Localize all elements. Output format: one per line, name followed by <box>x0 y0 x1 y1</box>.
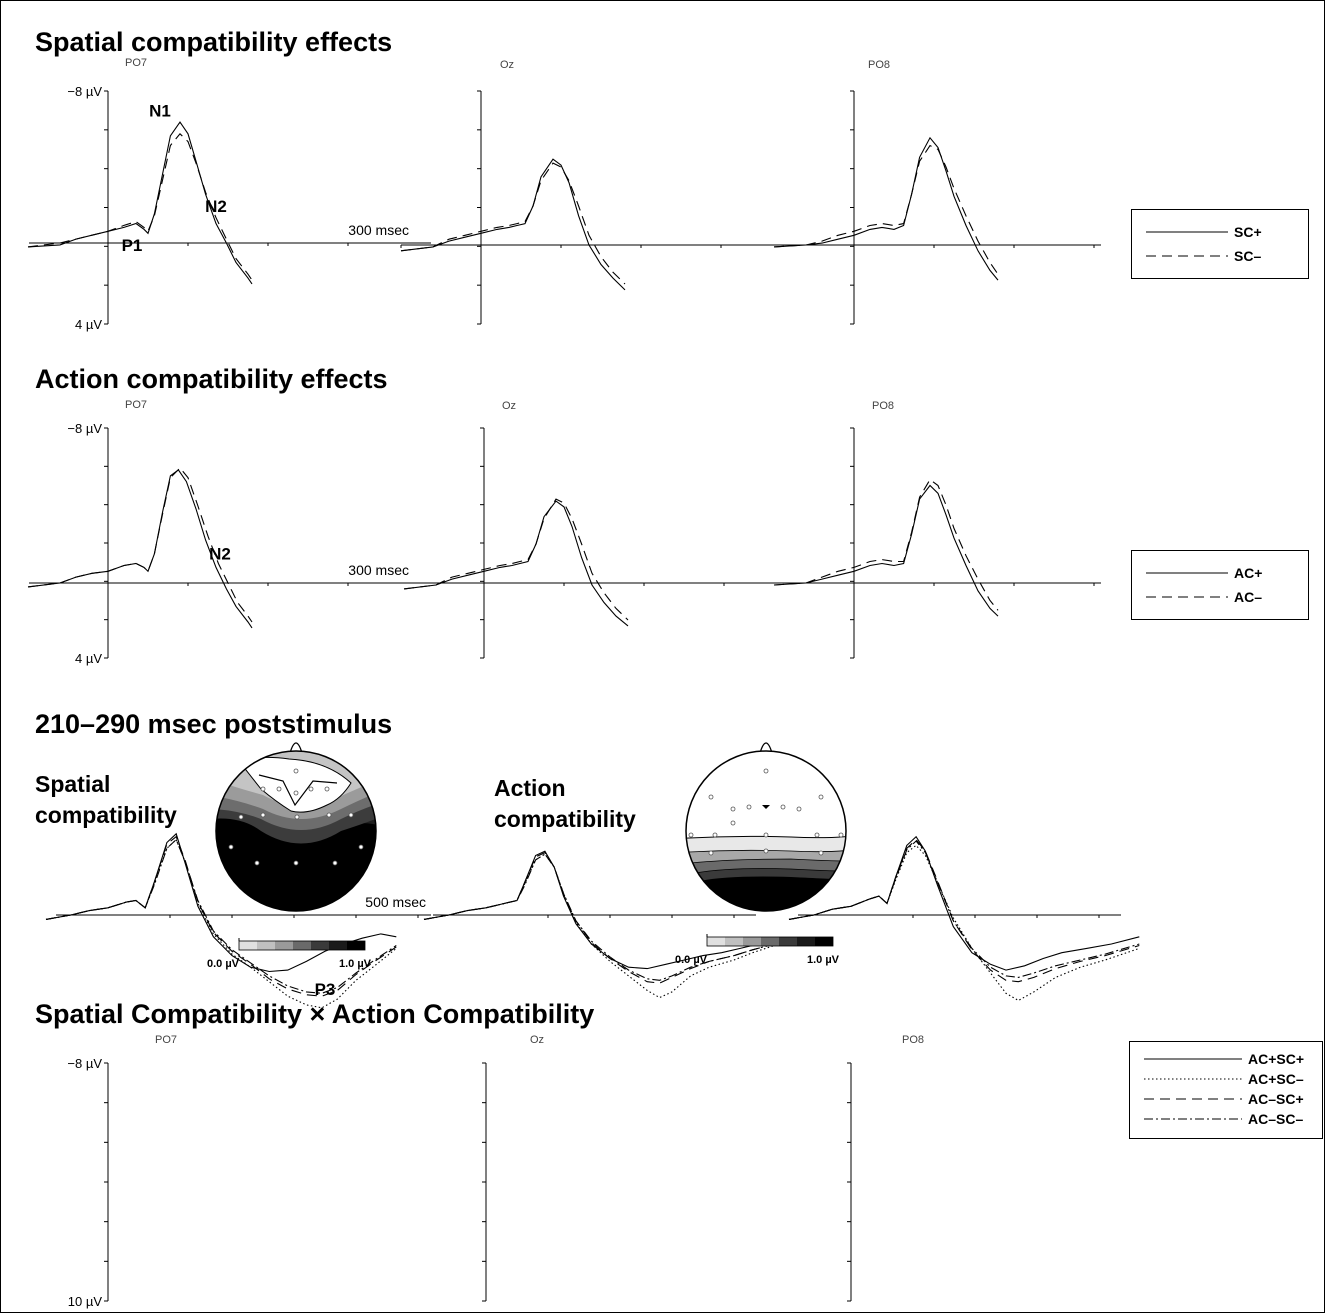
legend-action-entries: AC+ AC– <box>1146 565 1262 605</box>
component-label: P1 <box>122 236 143 255</box>
section-title-action: Action compatibility effects <box>35 364 388 394</box>
legend-spatial-entries: SC+ SC– <box>1146 224 1262 264</box>
legend-label: AC–SC– <box>1248 1111 1303 1127</box>
colorbar-action: 0.0 µV 1.0 µV <box>675 934 840 966</box>
component-label: N1 <box>149 101 171 120</box>
legend-interaction: AC+SC+ AC+SC– AC–SC+ AC–SC– <box>1129 1041 1323 1139</box>
component-label: N2 <box>205 197 227 216</box>
erp-panel-spatial-po8: PO8 <box>773 59 1101 325</box>
erp-trace-dashed <box>400 162 626 285</box>
electrode-label: PO7 <box>125 57 147 69</box>
legend-label: AC+SC– <box>1248 1071 1304 1087</box>
erp-trace-dashed <box>27 467 253 623</box>
section-title-topography: 210–290 msec poststimulus <box>35 709 393 739</box>
topo-label-spatial: Spatial compatibility <box>35 771 177 828</box>
erp-trace-dashed <box>27 132 253 281</box>
colorbar-action-min-label: 0.0 µV <box>675 954 708 966</box>
colorbar-action-max-label: 1.0 µV <box>807 954 840 966</box>
component-label: P3 <box>315 980 336 999</box>
y-top-label: −8 µV <box>67 1056 102 1071</box>
erp-trace-dashdot <box>45 838 397 994</box>
topo-label-action: Action compatibility <box>494 775 636 832</box>
y-bottom-label: 10 µV <box>68 1294 103 1309</box>
legend-label: SC– <box>1234 248 1261 264</box>
section-title-interaction: Spatial Compatibility × Action Compatibi… <box>35 999 595 1029</box>
topo-map-spatial <box>215 742 377 912</box>
legend-interaction-entries: AC+SC+ AC+SC– AC–SC+ AC–SC– <box>1144 1051 1304 1127</box>
erp-panel-action-po8: PO8 <box>773 400 1101 659</box>
erp-panel-spatial-po7: PO7 −8 µV 4 µV 300 msec N1 N2 P1 <box>27 57 431 332</box>
erp-panel-interaction-oz: Oz <box>423 850 775 1302</box>
electrode-label: PO7 <box>155 1034 177 1046</box>
colorbar-spatial: 0.0 µV 1.0 µV <box>207 938 372 970</box>
legend-spatial: SC+ SC– <box>1131 209 1309 279</box>
erp-trace-solid <box>403 500 629 627</box>
erp-panel-interaction-po8: PO8 <box>788 835 1140 1302</box>
time-scale-label: 300 msec <box>348 222 409 238</box>
electrode-label: Oz <box>502 400 516 412</box>
y-bottom-label: 4 µV <box>75 651 102 666</box>
erp-trace-solid <box>773 136 999 281</box>
y-top-label: −8 µV <box>67 84 102 99</box>
erp-trace-dashed <box>45 835 397 997</box>
erp-panel-interaction-po7: PO7 −8 µV 10 µV 500 msec P3 <box>45 832 431 1309</box>
erp-trace-dashdot <box>423 853 775 981</box>
component-label: N2 <box>209 545 231 564</box>
colorbar-spatial-min-label: 0.0 µV <box>207 958 240 970</box>
erp-panel-action-po7: PO7 −8 µV 4 µV 300 msec N2 <box>27 399 431 666</box>
legend-action: AC+ AC– <box>1131 550 1309 620</box>
electrode-label: Oz <box>500 59 514 71</box>
erp-trace-dotted <box>423 853 775 999</box>
legend-label: AC–SC+ <box>1248 1091 1304 1107</box>
erp-trace-dashed <box>773 478 999 611</box>
erp-trace-dashed <box>403 498 629 621</box>
electrode-label: PO8 <box>868 59 890 71</box>
legend-label: AC– <box>1234 589 1262 605</box>
y-top-label: −8 µV <box>67 421 102 436</box>
colorbar-spatial-max-label: 1.0 µV <box>339 958 372 970</box>
time-scale-label: 300 msec <box>348 562 409 578</box>
time-scale-label: 500 msec <box>365 894 426 910</box>
electrode-label: PO8 <box>902 1034 924 1046</box>
legend-label: AC+SC+ <box>1248 1051 1304 1067</box>
electrode-label: PO8 <box>872 400 894 412</box>
electrode-label: Oz <box>530 1034 544 1046</box>
topo-map-action <box>685 742 847 912</box>
erp-panel-spatial-oz: Oz <box>400 59 801 325</box>
electrode-label: PO7 <box>125 399 147 411</box>
section-title-spatial: Spatial compatibility effects <box>35 27 393 57</box>
erp-trace-solid <box>773 484 999 617</box>
erp-trace-dashed <box>773 144 999 275</box>
erp-panel-action-oz: Oz <box>403 400 811 659</box>
legend-label: SC+ <box>1234 224 1262 240</box>
erp-trace-dashdot <box>788 840 1140 978</box>
y-bottom-label: 4 µV <box>75 317 102 332</box>
legend-label: AC+ <box>1234 565 1262 581</box>
